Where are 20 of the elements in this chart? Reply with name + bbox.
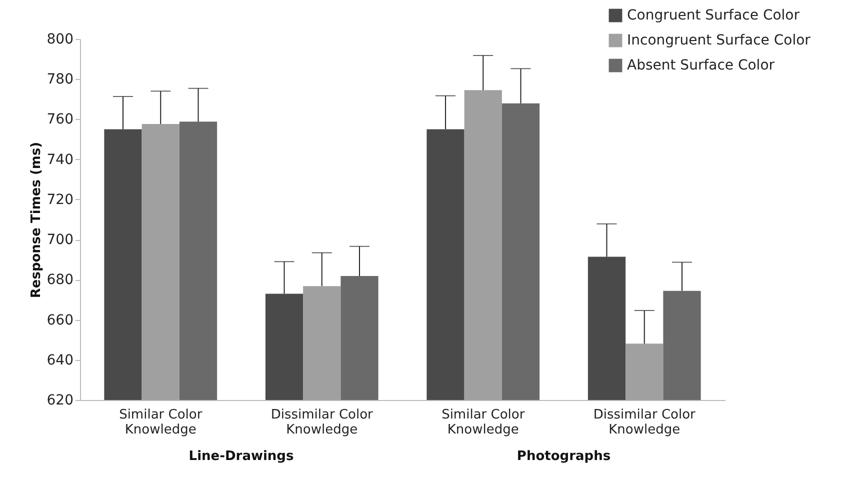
x-tick-label: Dissimilar Color Knowledge bbox=[593, 408, 696, 438]
y-axis-title: Response Times (ms) bbox=[28, 142, 44, 298]
x-tick-label: Dissimilar Color Knowledge bbox=[270, 408, 374, 438]
x-tick-label: Similar Color Knowledge bbox=[442, 408, 526, 438]
text: Photographs bbox=[516, 449, 611, 464]
x-tick-label: Similar Color Knowledge bbox=[119, 408, 203, 438]
text: Line-Drawings bbox=[188, 449, 294, 464]
y-tick-label: 760 bbox=[46, 112, 74, 128]
y-tick-label: 680 bbox=[46, 272, 74, 288]
legend-label: Congruent Surface Color bbox=[627, 8, 800, 24]
y-tick-label: 800 bbox=[46, 32, 74, 48]
y-tick-label: 700 bbox=[46, 232, 74, 248]
y-tick-label: 740 bbox=[46, 152, 74, 168]
legend-label: Absent Surface Color bbox=[627, 58, 775, 74]
y-tick-label: 640 bbox=[46, 352, 74, 368]
y-tick-label: 720 bbox=[46, 192, 74, 208]
y-tick-label: 620 bbox=[46, 392, 74, 408]
y-tick-label: 660 bbox=[46, 312, 74, 328]
legend-label: Incongruent Surface Color bbox=[627, 32, 811, 48]
y-tick-label: 780 bbox=[46, 72, 74, 88]
